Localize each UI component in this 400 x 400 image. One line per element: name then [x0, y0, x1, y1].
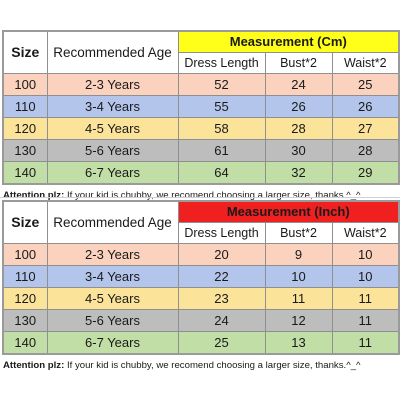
table-row: 110 3-4 Years 55 26 26: [2, 94, 400, 118]
size-cell: 120: [2, 116, 48, 140]
waist-cell: 28: [331, 138, 400, 162]
dress-length-cell: 61: [177, 138, 266, 162]
table-row: 140 6-7 Years 25 13 11: [2, 330, 400, 354]
size-cell: 110: [2, 94, 48, 118]
size-table: Size Recommended Age Measurement (Inch) …: [2, 200, 400, 355]
table-row: 120 4-5 Years 23 11 11: [2, 286, 400, 310]
dress-length-header: Dress Length: [177, 51, 266, 74]
waist-header: Waist*2: [331, 221, 400, 244]
bust-cell: 13: [264, 330, 333, 354]
attention-text: If your kid is chubby, we recomend choos…: [64, 189, 361, 201]
dress-length-cell: 55: [177, 94, 266, 118]
dress-length-cell: 52: [177, 72, 266, 96]
dress-length-cell: 64: [177, 160, 266, 184]
waist-cell: 11: [331, 286, 400, 310]
table-row: 140 6-7 Years 64 32 29: [2, 160, 400, 184]
attention-label: Attention plz:: [3, 359, 65, 371]
waist-cell: 25: [331, 72, 400, 96]
size-cell: 130: [2, 308, 48, 332]
size-cell: 140: [2, 330, 48, 354]
waist-cell: 27: [331, 116, 400, 140]
age-cell: 6-7 Years: [46, 330, 179, 354]
dress-length-cell: 23: [177, 286, 266, 310]
bust-cell: 10: [264, 264, 333, 288]
size-table-cm: Size Recommended Age Measurement (Cm) Dr…: [2, 30, 400, 207]
bust-header: Bust*2: [264, 51, 333, 74]
waist-header: Waist*2: [331, 51, 400, 74]
age-cell: 4-5 Years: [46, 116, 179, 140]
size-cell: 130: [2, 138, 48, 162]
age-cell: 3-4 Years: [46, 264, 179, 288]
attention-label: Attention plz:: [3, 189, 65, 201]
table-row: 100 2-3 Years 52 24 25: [2, 72, 400, 96]
attention-note: Attention plz: If your kid is chubby, we…: [2, 355, 398, 377]
age-cell: 3-4 Years: [46, 94, 179, 118]
age-column-header: Recommended Age: [46, 30, 179, 74]
waist-cell: 26: [331, 94, 400, 118]
section-divider: [0, 197, 400, 198]
waist-cell: 11: [331, 330, 400, 354]
dress-length-cell: 20: [177, 242, 266, 266]
waist-cell: 29: [331, 160, 400, 184]
size-cell: 110: [2, 264, 48, 288]
size-cell: 140: [2, 160, 48, 184]
age-cell: 5-6 Years: [46, 308, 179, 332]
age-cell: 6-7 Years: [46, 160, 179, 184]
bust-cell: 26: [264, 94, 333, 118]
size-cell: 120: [2, 286, 48, 310]
table-row: 130 5-6 Years 24 12 11: [2, 308, 400, 332]
age-cell: 2-3 Years: [46, 72, 179, 96]
dress-length-cell: 25: [177, 330, 266, 354]
size-column-header: Size: [2, 200, 48, 244]
size-table-inch: Size Recommended Age Measurement (Inch) …: [2, 200, 400, 377]
waist-cell: 10: [331, 264, 400, 288]
measurement-header: Measurement (Inch): [177, 200, 400, 223]
attention-text: If your kid is chubby, we recomend choos…: [64, 359, 361, 371]
table-row: 130 5-6 Years 61 30 28: [2, 138, 400, 162]
bust-header: Bust*2: [264, 221, 333, 244]
size-column-header: Size: [2, 30, 48, 74]
measurement-header: Measurement (Cm): [177, 30, 400, 53]
dress-length-cell: 24: [177, 308, 266, 332]
size-cell: 100: [2, 72, 48, 96]
table-row: 110 3-4 Years 22 10 10: [2, 264, 400, 288]
bust-cell: 32: [264, 160, 333, 184]
bust-cell: 9: [264, 242, 333, 266]
bust-cell: 11: [264, 286, 333, 310]
bust-cell: 24: [264, 72, 333, 96]
waist-cell: 10: [331, 242, 400, 266]
age-cell: 4-5 Years: [46, 286, 179, 310]
bust-cell: 28: [264, 116, 333, 140]
size-cell: 100: [2, 242, 48, 266]
bust-cell: 30: [264, 138, 333, 162]
table-row: 100 2-3 Years 20 9 10: [2, 242, 400, 266]
table-row: 120 4-5 Years 58 28 27: [2, 116, 400, 140]
attention-note: Attention plz: If your kid is chubby, we…: [2, 185, 398, 207]
age-cell: 2-3 Years: [46, 242, 179, 266]
dress-length-cell: 22: [177, 264, 266, 288]
age-cell: 5-6 Years: [46, 138, 179, 162]
size-table: Size Recommended Age Measurement (Cm) Dr…: [2, 30, 400, 185]
dress-length-header: Dress Length: [177, 221, 266, 244]
waist-cell: 11: [331, 308, 400, 332]
age-column-header: Recommended Age: [46, 200, 179, 244]
dress-length-cell: 58: [177, 116, 266, 140]
bust-cell: 12: [264, 308, 333, 332]
